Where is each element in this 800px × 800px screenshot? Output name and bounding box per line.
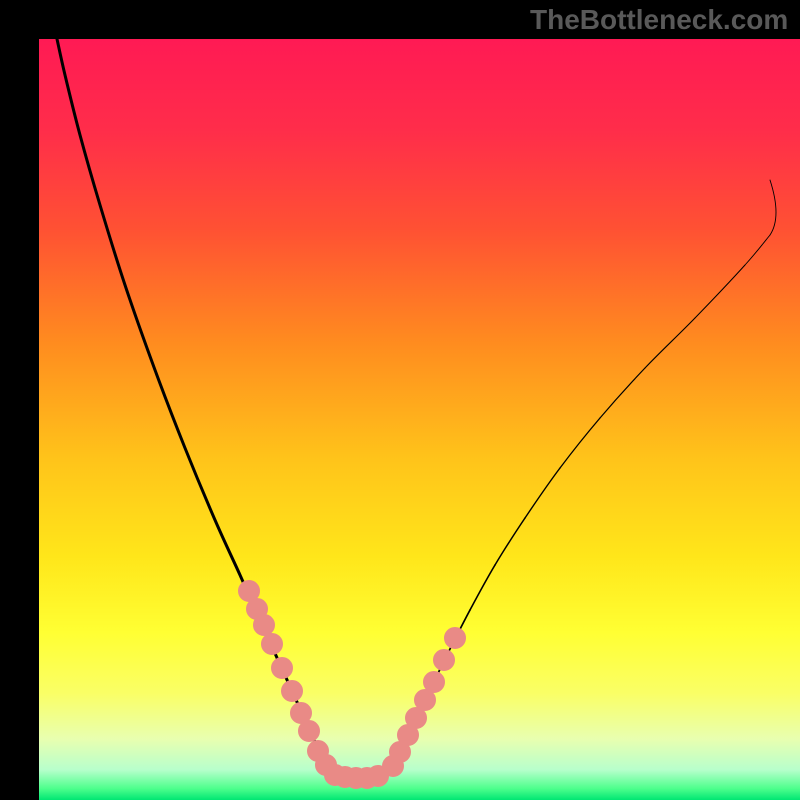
data-point-marker bbox=[262, 634, 283, 655]
data-point-marker bbox=[424, 672, 445, 693]
bottleneck-chart bbox=[0, 0, 800, 800]
data-point-marker bbox=[254, 615, 275, 636]
data-point-marker bbox=[434, 650, 455, 671]
watermark-text: TheBottleneck.com bbox=[530, 4, 788, 36]
data-point-marker bbox=[272, 658, 293, 679]
data-point-marker bbox=[445, 628, 466, 649]
data-point-marker bbox=[299, 721, 320, 742]
plot-background bbox=[39, 39, 800, 800]
data-point-marker bbox=[282, 681, 303, 702]
